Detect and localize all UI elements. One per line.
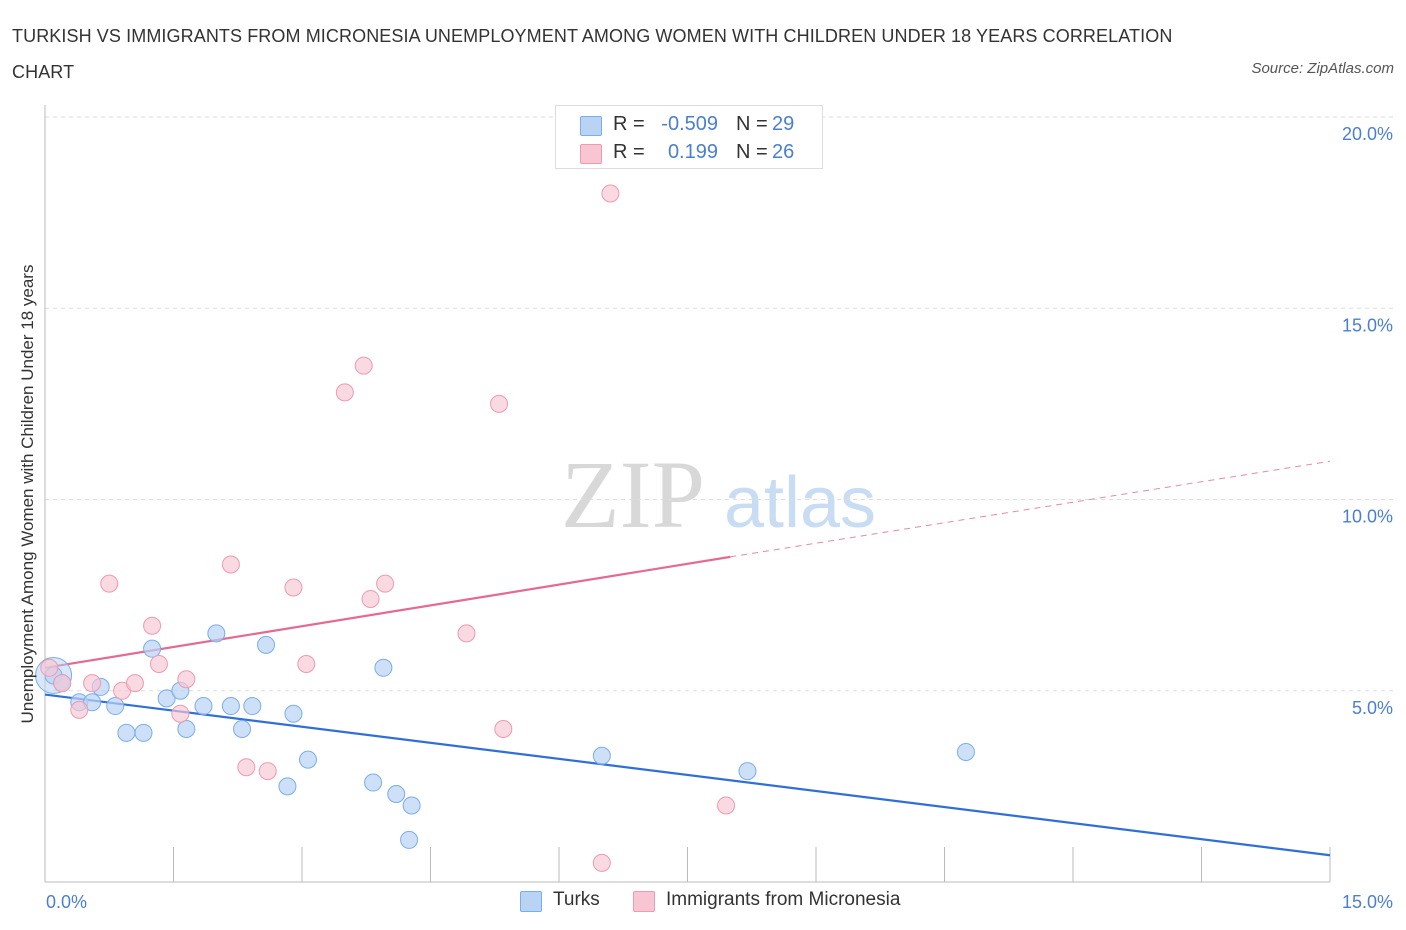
y-tick-label: 15.0% <box>1342 315 1393 335</box>
legend-r-value: 0.199 <box>667 141 718 163</box>
point-turks <box>233 720 252 738</box>
legend-n-value: 29 <box>772 113 795 135</box>
point-micronesia <box>284 578 303 597</box>
data-points <box>35 184 975 872</box>
point-turks <box>298 750 317 769</box>
y-tick-label: 10.0% <box>1342 507 1393 527</box>
point-micronesia <box>592 853 611 872</box>
point-micronesia <box>494 720 513 738</box>
point-turks <box>117 723 136 742</box>
point-turks <box>402 796 421 815</box>
watermark-atlas: atlas <box>724 463 876 543</box>
point-micronesia <box>100 574 119 593</box>
point-micronesia <box>237 758 256 777</box>
legend-n-label: N = <box>736 141 768 163</box>
trend-line-turks <box>44 693 1331 857</box>
point-turks <box>157 689 176 708</box>
watermark: ZIP atlas <box>561 441 876 548</box>
legend-r-label: R = <box>613 113 645 135</box>
point-micronesia <box>717 796 736 815</box>
point-turks <box>221 697 240 716</box>
point-micronesia <box>53 674 72 693</box>
point-turks <box>956 742 975 761</box>
point-turks <box>364 773 383 792</box>
point-turks <box>284 704 303 723</box>
point-micronesia <box>177 670 196 689</box>
point-micronesia <box>40 658 59 677</box>
point-micronesia <box>335 383 354 402</box>
y-tick-label: 20.0% <box>1342 124 1393 144</box>
point-turks <box>243 697 262 716</box>
axes <box>44 105 1331 883</box>
tick-labels: 5.0% 10.0% 15.0% 20.0% 0.0% 15.0% <box>46 124 1393 912</box>
point-turks <box>143 639 162 658</box>
legend-swatch-turks <box>580 116 602 136</box>
point-micronesia <box>149 654 168 673</box>
point-micronesia <box>297 654 316 673</box>
point-micronesia <box>258 762 277 781</box>
point-micronesia <box>221 555 240 574</box>
legend-n-value: 26 <box>772 141 795 163</box>
point-turks <box>106 697 125 716</box>
legend-r-label: R = <box>613 141 645 163</box>
grid <box>45 116 1395 692</box>
point-micronesia <box>354 356 373 375</box>
point-turks <box>387 785 406 804</box>
watermark-zip: ZIP <box>561 441 705 548</box>
chart-title: TURKISH VS IMMIGRANTS FROM MICRONESIA UN… <box>12 26 1173 82</box>
legend-swatch-micronesia <box>580 144 602 164</box>
point-micronesia <box>70 700 89 719</box>
x-tick-label: 15.0% <box>1342 892 1393 912</box>
point-turks <box>207 624 226 643</box>
bottom-legend-label-micronesia: Immigrants from Micronesia <box>666 889 901 910</box>
point-turks <box>738 762 757 781</box>
source-label: Source: ZipAtlas.com <box>1251 60 1394 77</box>
point-turks <box>592 746 611 765</box>
point-micronesia <box>601 184 620 203</box>
point-turks <box>374 658 393 677</box>
point-micronesia <box>83 674 102 693</box>
bottom-legend-swatch-turks <box>520 891 542 912</box>
bottom-legend-label-turks: Turks <box>553 889 600 910</box>
y-tick-label: 5.0% <box>1352 698 1393 718</box>
legend-n-label: N = <box>736 113 768 135</box>
legend: R = -0.509 N = 29 R = 0.199 N = 26 <box>555 105 823 169</box>
legend-r-value: -0.509 <box>661 113 718 135</box>
point-turks <box>278 777 297 796</box>
point-micronesia <box>171 704 190 723</box>
point-micronesia <box>125 674 144 693</box>
y-axis-label: Unemployment Among Women with Children U… <box>18 265 37 724</box>
point-turks <box>134 723 153 742</box>
point-micronesia <box>457 624 476 643</box>
point-turks <box>400 830 419 849</box>
x-tick-label: 0.0% <box>46 892 87 912</box>
point-turks <box>257 635 276 654</box>
point-turks <box>194 697 213 716</box>
point-micronesia <box>361 589 380 608</box>
trend-line-micronesia-extrapolated <box>730 460 1331 558</box>
point-micronesia <box>490 394 509 413</box>
point-micronesia <box>143 616 162 635</box>
point-micronesia <box>376 574 395 593</box>
point-turks <box>177 720 196 738</box>
bottom-legend-swatch-micronesia <box>633 891 655 912</box>
